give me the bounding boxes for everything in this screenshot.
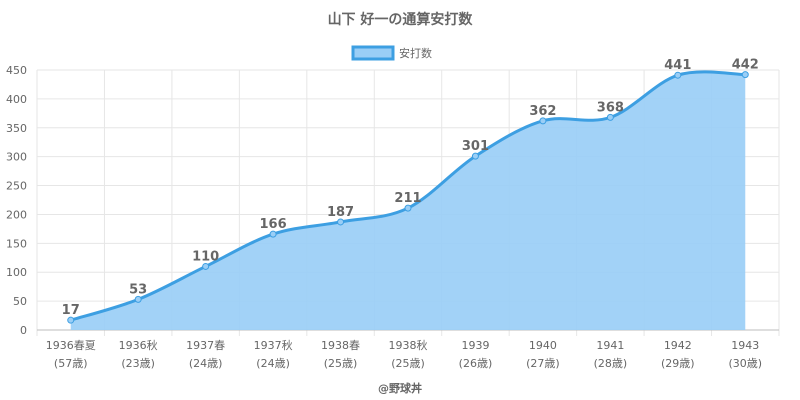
- data-label: 442: [732, 58, 759, 73]
- data-points: [67, 71, 749, 324]
- x-tick-label: (30歳): [728, 357, 762, 370]
- x-tick-label: 1938春: [321, 339, 360, 352]
- x-tick-label: (29歳): [661, 357, 695, 370]
- y-tick-label: 50: [13, 295, 27, 308]
- legend-label: 安打数: [399, 46, 432, 60]
- x-tick-label: (25歳): [324, 357, 358, 370]
- data-point[interactable]: [134, 295, 142, 303]
- x-tick-label: 1938秋: [389, 338, 428, 352]
- data-point[interactable]: [269, 230, 277, 238]
- data-label: 362: [529, 104, 556, 119]
- data-point[interactable]: [67, 316, 75, 324]
- legend[interactable]: 安打数: [351, 45, 432, 61]
- data-labels: 17 53 110 166 187 211 301 362 368 441 442: [62, 58, 759, 319]
- data-label: 17: [62, 303, 80, 318]
- footer-credit: @野球丼: [378, 381, 422, 395]
- data-point[interactable]: [471, 152, 479, 160]
- y-tick-label: 0: [20, 324, 27, 337]
- data-label: 211: [394, 191, 421, 206]
- data-point[interactable]: [404, 204, 412, 212]
- x-tick-label: 1939: [461, 339, 489, 352]
- data-label: 53: [129, 282, 147, 297]
- y-tick-label: 350: [6, 122, 27, 135]
- data-point[interactable]: [202, 262, 210, 270]
- data-label: 368: [597, 100, 624, 115]
- x-tick-label: 1936春夏: [46, 339, 96, 352]
- data-label: 110: [192, 249, 219, 264]
- x-tick-label: 1942: [664, 339, 692, 352]
- chart-title: 山下 好一の通算安打数: [328, 11, 474, 28]
- x-tick-label: (26歳): [459, 357, 493, 370]
- x-tick-label: 1941: [596, 339, 624, 352]
- data-point[interactable]: [539, 117, 547, 125]
- x-tick-label: 1937秋: [254, 338, 293, 352]
- x-tick-label: (24歳): [256, 357, 290, 370]
- x-tick-label: 1943: [731, 339, 759, 352]
- data-label: 301: [462, 139, 489, 154]
- y-tick-label: 100: [6, 266, 27, 279]
- y-tick-label: 300: [6, 151, 27, 164]
- legend-swatch: [351, 45, 395, 61]
- y-tick-label: 450: [6, 64, 27, 77]
- series-area: [70, 71, 746, 330]
- data-point[interactable]: [674, 71, 682, 79]
- x-tick-label: (57歳): [54, 357, 88, 370]
- y-tick-label: 250: [6, 180, 27, 193]
- x-tick-label: 1940: [529, 339, 557, 352]
- data-label: 187: [327, 205, 354, 220]
- y-tick-label: 200: [6, 208, 27, 221]
- x-tick-label: (25歳): [391, 357, 425, 370]
- data-point[interactable]: [741, 71, 749, 79]
- data-label: 441: [664, 58, 691, 73]
- x-tick-label: (24歳): [189, 357, 223, 370]
- x-tick-label: (28歳): [594, 357, 628, 370]
- data-point[interactable]: [606, 113, 614, 121]
- x-tick-label: 1936秋: [119, 338, 158, 352]
- y-tick-label: 150: [6, 237, 27, 250]
- x-tick-label: (27歳): [526, 357, 560, 370]
- y-tick-label: 400: [6, 93, 27, 106]
- x-axis: 1936春夏 (57歳) 1936秋 (23歳) 1937春 (24歳) 1937秋 (24歳…: [46, 338, 762, 370]
- data-label: 166: [260, 217, 287, 232]
- y-axis: 0 50 100 150 200 250 300 350 400 450: [6, 64, 27, 337]
- x-tick-label: (23歳): [121, 357, 155, 370]
- x-tick-label: 1937春: [186, 339, 225, 352]
- data-point[interactable]: [337, 218, 345, 226]
